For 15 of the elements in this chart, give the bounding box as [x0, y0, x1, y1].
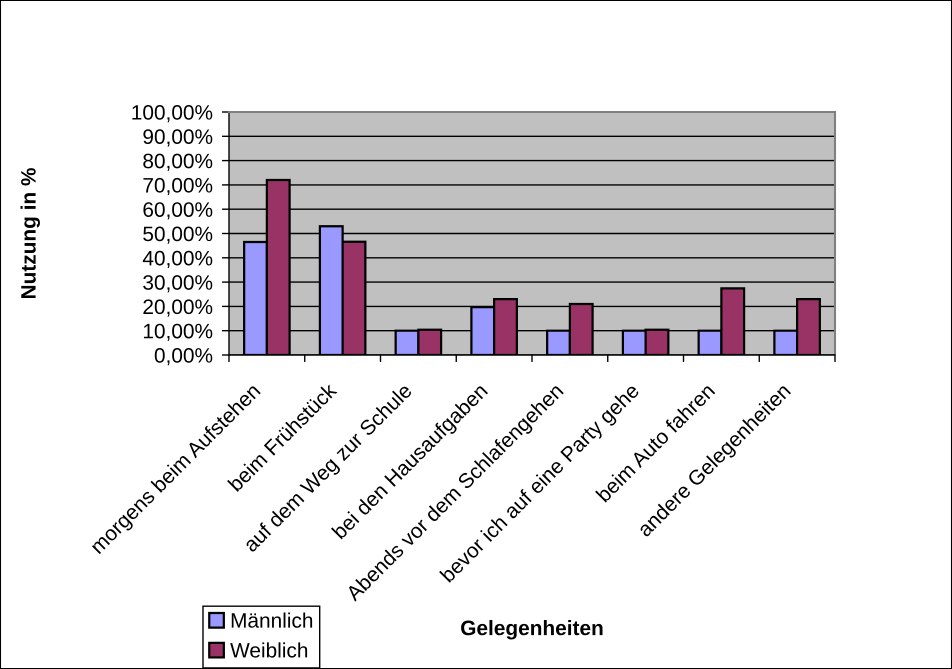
y-axis-title: Nutzung in % [20, 168, 40, 298]
y-tick-label: 30,00% [143, 275, 212, 292]
y-tick-label: 100,00% [132, 105, 212, 122]
legend-label: Männlich [232, 612, 312, 628]
y-tick-label: 70,00% [143, 178, 212, 196]
y-tick-label: 80,00% [143, 154, 212, 171]
y-tick-label: 40,00% [142, 250, 212, 268]
legend-label: Weiblich [230, 642, 308, 658]
y-tick-label: 10,00% [144, 324, 212, 341]
y-tick-label: 90,00% [143, 129, 212, 147]
y-tick-label: 50,00% [143, 226, 212, 244]
y-tick-label: 0,00% [154, 348, 212, 366]
x-axis-title: Gelegenheiten [461, 620, 602, 640]
y-tick-label: 60,00% [143, 202, 212, 220]
y-tick-label: 20,00% [143, 299, 212, 317]
